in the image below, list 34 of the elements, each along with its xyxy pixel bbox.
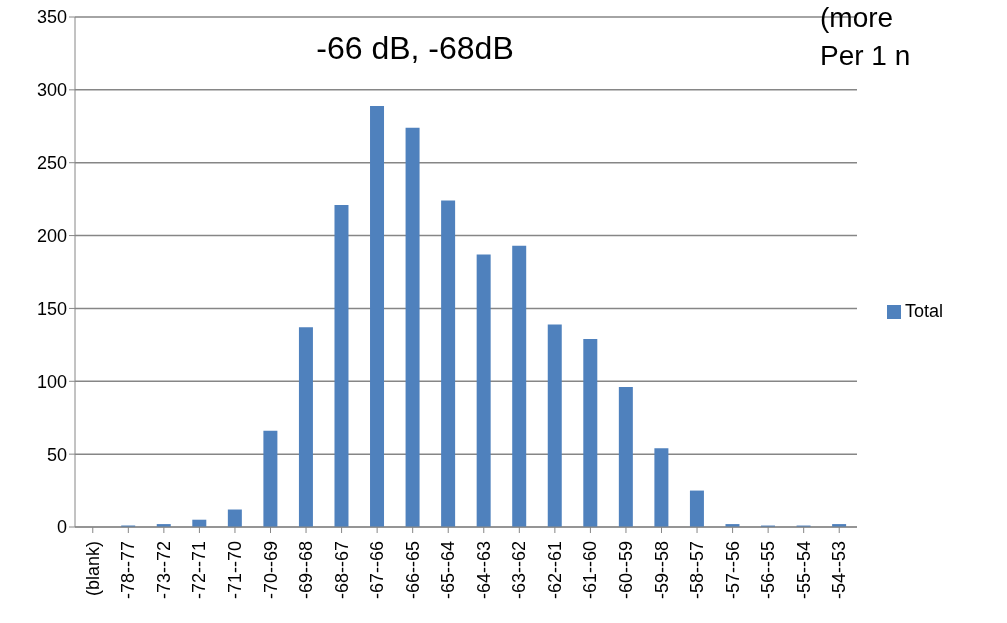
x-tick-label: -65--64 [438, 541, 459, 600]
x-tick-label: -56--55 [758, 541, 779, 600]
y-tick-label: 50 [46, 444, 67, 465]
chart-title: -66 dB, -68dB [315, 30, 515, 67]
y-tick-label: 150 [36, 298, 67, 319]
y-tick-label: 100 [36, 371, 67, 392]
x-tick-label: -71--70 [224, 541, 245, 600]
annotation: (more [820, 2, 894, 34]
x-tick-label: -61--60 [580, 541, 601, 600]
x-tick-label: -58--57 [687, 541, 708, 600]
y-tick-label: 200 [36, 225, 67, 246]
x-tick-label: (blank) [82, 541, 103, 597]
x-tick-label: -62--61 [544, 541, 565, 600]
y-tick-label: 350 [36, 7, 67, 28]
x-tick-label: -64--63 [473, 541, 494, 600]
x-tick-label: -67--66 [367, 541, 388, 600]
x-tick-label: -59--58 [651, 541, 672, 600]
x-tick-label: -68--67 [331, 541, 352, 600]
y-tick-label: 300 [36, 80, 67, 101]
x-tick-label: -60--59 [615, 541, 636, 600]
y-tick-label: 250 [36, 153, 67, 174]
x-tick-label: -78--77 [118, 541, 139, 600]
x-tick-label: -73--72 [153, 541, 174, 600]
annotation: Per 1 n [820, 40, 911, 72]
x-tick-label: -66--65 [402, 541, 423, 600]
x-tick-label: -54--53 [829, 541, 850, 600]
y-tick-label: 0 [56, 517, 67, 538]
x-tick-label: -63--62 [509, 541, 530, 600]
x-tick-label: -57--56 [722, 541, 743, 600]
x-tick-label: -69--68 [296, 541, 317, 600]
x-tick-label: -72--71 [189, 541, 210, 600]
x-tick-label: -55--54 [793, 541, 814, 600]
x-tick-label: -70--69 [260, 541, 281, 600]
legend-label: Total [905, 301, 944, 321]
